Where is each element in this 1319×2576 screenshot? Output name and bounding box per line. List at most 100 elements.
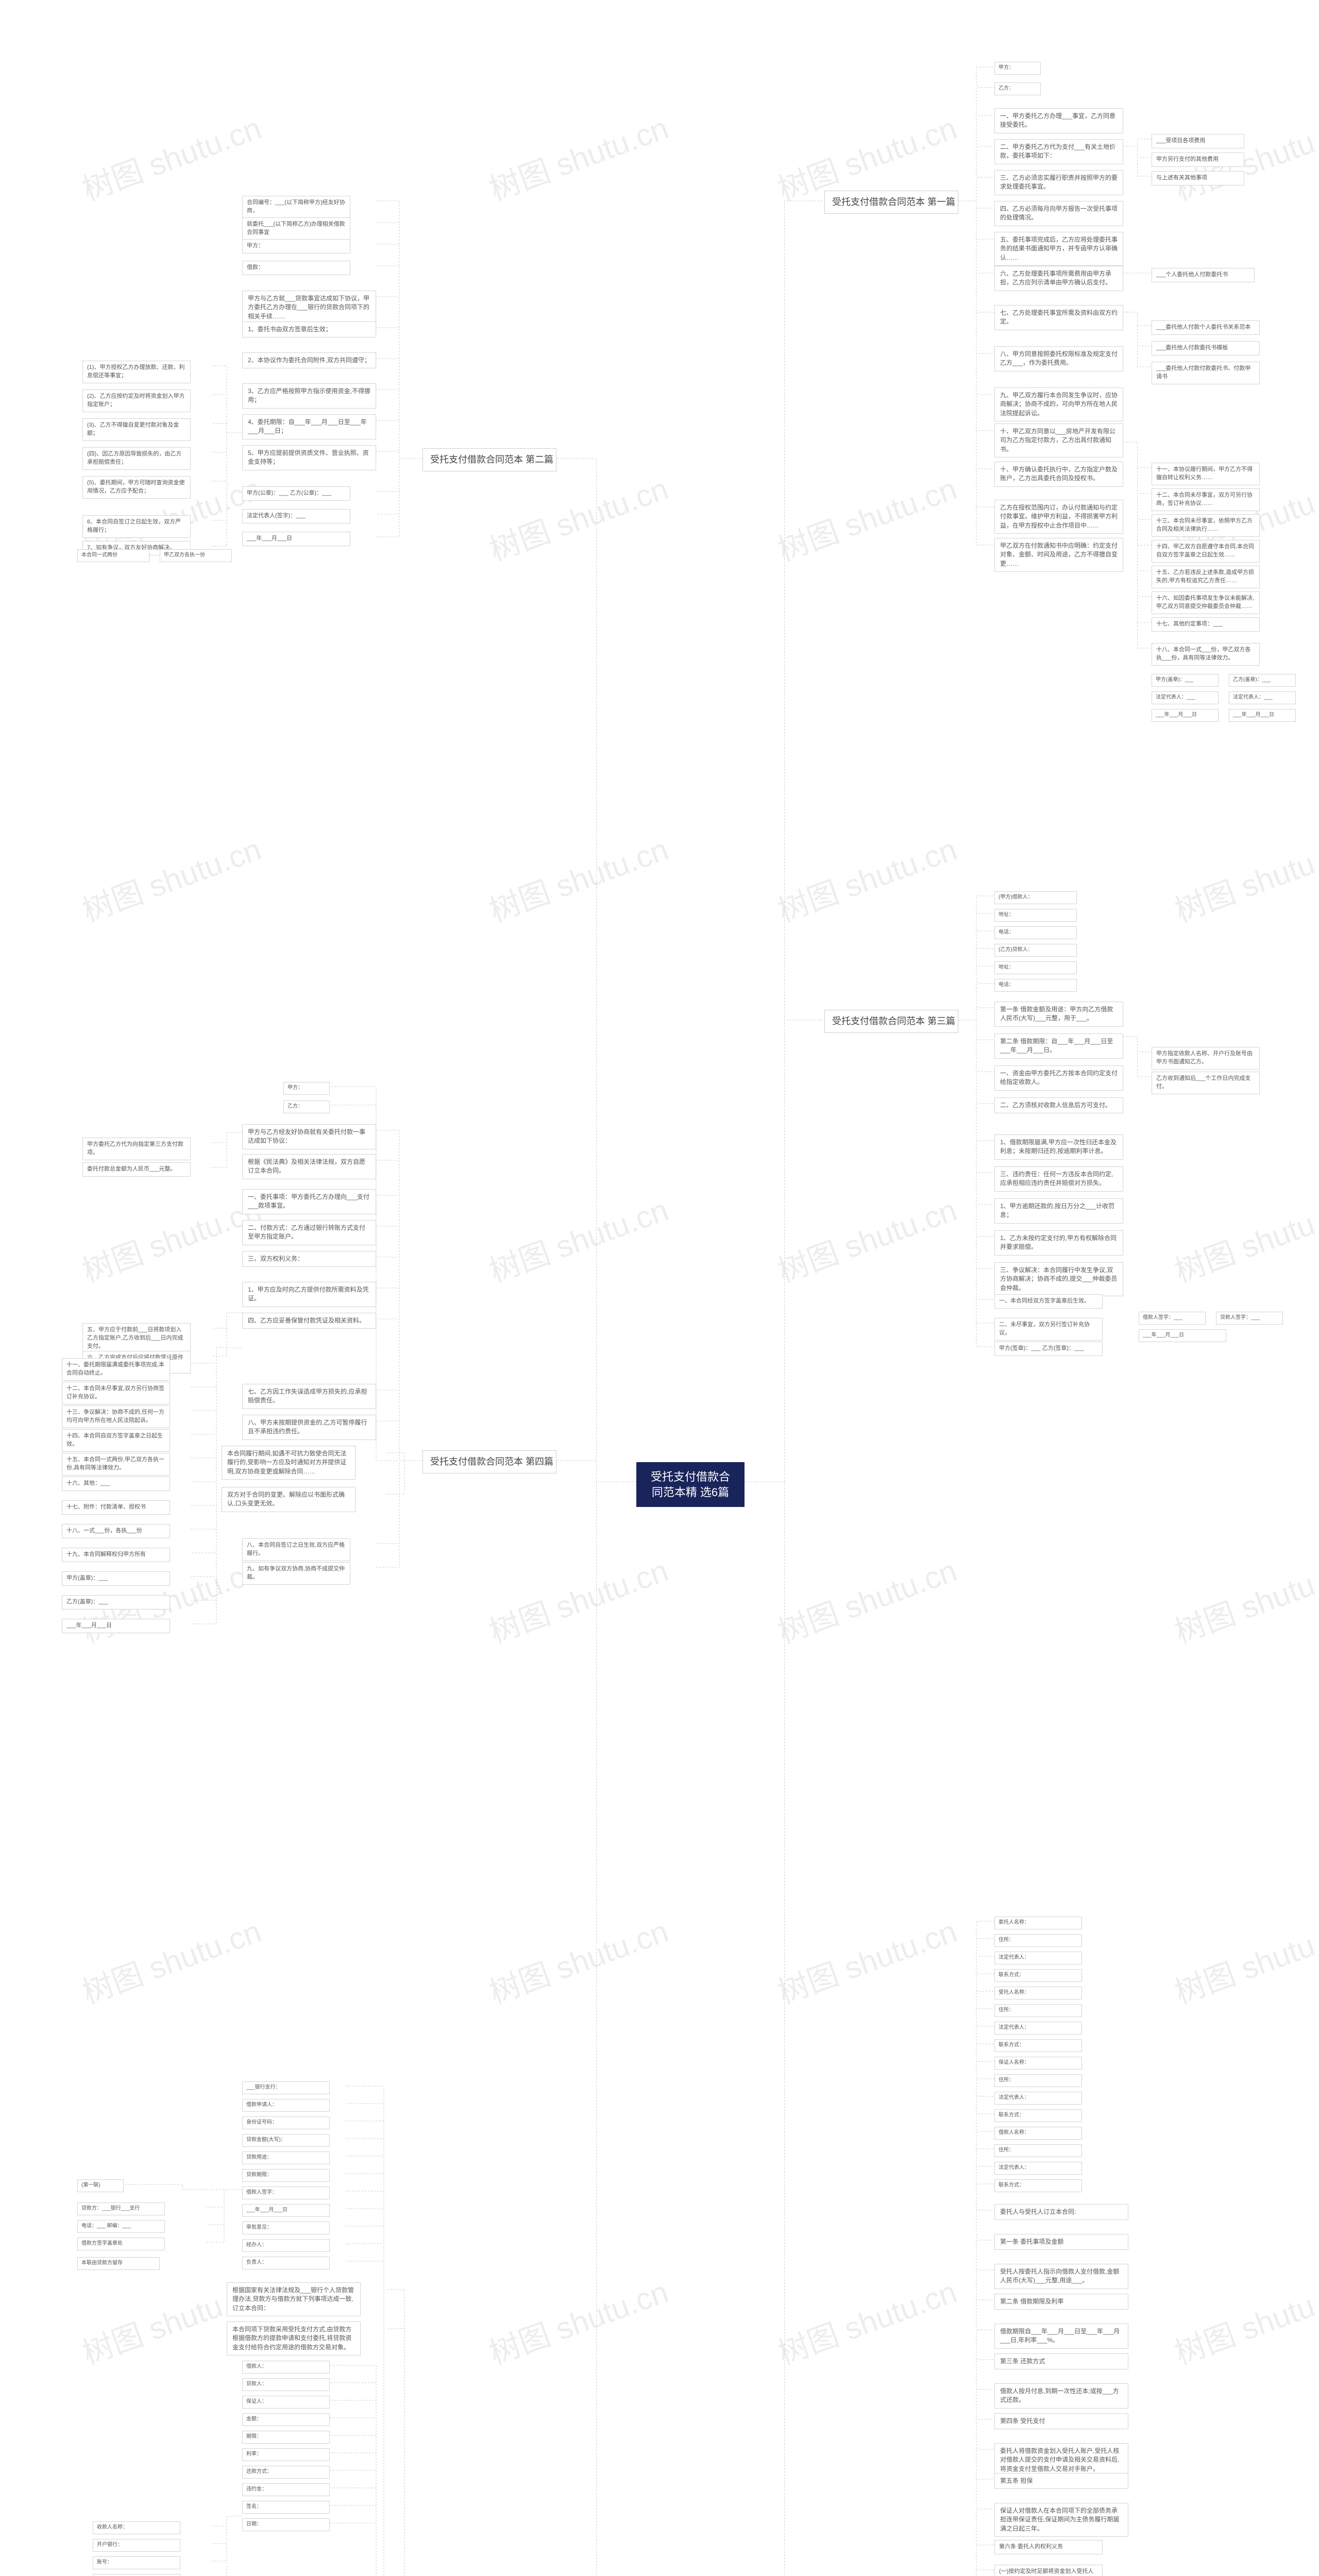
b3-head: 电话： xyxy=(994,926,1077,939)
branch-b2: 受托支付借款合同范本 第二篇 xyxy=(422,448,556,471)
b4-tail: 十六、其他：___ xyxy=(62,1477,170,1491)
b3-tail: 一、本合同经双方签字盖章后生效。 xyxy=(994,1294,1103,1309)
branch-b4: 受托支付借款合同范本 第四篇 xyxy=(422,1450,556,1473)
b4-tail: 乙方(盖章)：___ xyxy=(62,1595,170,1609)
b6-a: 身份证号码： xyxy=(242,2116,330,2129)
b1-tail: 十七、其他约定事项：___ xyxy=(1152,617,1260,632)
b2-tail: ___年___月___日 xyxy=(242,532,350,546)
b5-s1: 委托人将借款资金划入受托人账户,受托人核对借款人提交的支付申请及相关交易资料后,… xyxy=(994,2443,1128,2477)
b3-item2: 三、争议解决：本合同履行中发生争议,双方协商解决；协商不成的,提交___仲裁委员… xyxy=(994,1262,1123,1296)
b5-s1: 第三条 还款方式 xyxy=(994,2353,1128,2369)
b2-head: 甲方： xyxy=(242,239,350,253)
b4-presub: 委托付款总金额为人民币___元整。 xyxy=(82,1162,191,1177)
b5-s2: 第六条 委托人的权利义务 xyxy=(994,2540,1103,2554)
b3-head: 电话： xyxy=(994,979,1077,992)
b1-g1-sub: 甲方另行支付的其他费用 xyxy=(1152,152,1244,167)
b1-g3-sub: ___委托他人付款个人委托书关系范本 xyxy=(1152,320,1260,335)
watermark: 树图 shutu.cn xyxy=(1168,1906,1319,2012)
b1-g3: 七、乙方处理委托事宜所需及资料由双方约定。 xyxy=(994,305,1123,330)
b2-head: 借款： xyxy=(242,261,350,275)
b1-sign: 甲方(盖章)：___ xyxy=(1152,674,1219,687)
b5-s1: 委托人与受托人订立本合同: xyxy=(994,2204,1128,2220)
b4-tail: 十四、本合同自双方签字盖章之日起生效。 xyxy=(62,1429,170,1452)
b4-head: 甲方： xyxy=(283,1082,330,1095)
b4-foot: 八、本合同自签订之日生效,双方应严格履行。 xyxy=(242,1538,350,1561)
b6-tagA-sub: 借款方签字盖章处 xyxy=(77,2238,165,2250)
b2-foot: 甲乙双方各执一份 xyxy=(160,549,232,562)
b4-tail: ___年___月___日 xyxy=(62,1619,170,1633)
b1-tail: 十五、乙方若违反上述条款,造成甲方损失的,甲方有权追究乙方责任…… xyxy=(1152,566,1260,588)
b2-sub: (1)、甲方授权乙方办理放款、还款、利息偿还等事宜； xyxy=(82,361,191,383)
b5-head: 委托人名称： xyxy=(994,1917,1082,1929)
b5-head: 法定代表人： xyxy=(994,2162,1082,2175)
b4-item: 二、付款方式：乙方通过银行转账方式支付至甲方指定账户。 xyxy=(242,1220,376,1245)
b1-head: 乙方： xyxy=(994,82,1041,95)
b4-item: 1、甲方应及时向乙方提供付款所需资料及凭证。 xyxy=(242,1282,376,1307)
b3-item: 二、乙方须核对收款人信息后方可支付。 xyxy=(994,1097,1123,1113)
b6-a: 贷款用途： xyxy=(242,2151,330,2164)
b2-item: 3、乙方应严格按照甲方指示使用资金,不得挪用； xyxy=(242,383,376,409)
b6-a: 借款申请人： xyxy=(242,2099,330,2112)
b2-item: 甲方与乙方就___贷款事宜达成如下协议，甲方委托乙方办理在___银行的贷款合同项… xyxy=(242,291,376,325)
watermark: 树图 shutu.cn xyxy=(482,824,673,930)
b4-tail: 十五、本合同一式两份,甲乙双方各执一份,具有同等法律效力。 xyxy=(62,1453,170,1476)
b5-s1: 受托人按委托人指示向借款人支付借款,金额人民币(大写)___元整,用途___。 xyxy=(994,2264,1128,2289)
b3-head: 地址： xyxy=(994,961,1077,974)
watermark: 树图 shutu.cn xyxy=(771,464,962,570)
b6-b: 金额： xyxy=(242,2413,330,2426)
b3-item2: 1、甲方逾期还款的,按日万分之___计收罚息； xyxy=(994,1198,1123,1224)
b5-head: 法定代表人： xyxy=(994,1952,1082,1964)
root-node: 受托支付借款合同范本精 选6篇 xyxy=(636,1462,745,1507)
b6-a: 贷款期限： xyxy=(242,2169,330,2182)
b2-head: 就委托___(以下简称乙方)办理相关借款合同事宜 xyxy=(242,217,350,240)
b1-tail: 十四、甲乙双方自愿遵守本合同,本合同自双方签字盖章之日起生效…… xyxy=(1152,540,1260,563)
b6-c: 账号： xyxy=(93,2556,180,2569)
b1-tail: 十八、本合同一式___份，甲乙双方各执___份，具有同等法律效力。 xyxy=(1152,643,1260,666)
b2-sub2: 6、本合同自签订之日起生效，双方严格履行； xyxy=(82,515,191,538)
watermark: 树图 shutu.cn xyxy=(75,1185,266,1291)
b6-c: 支付金额： xyxy=(93,2574,180,2576)
b1-g5: 乙方在授权范围内订，办认付款通知与约定付款事宜。维护甲方利益，不得损害甲方利益，… xyxy=(994,500,1123,534)
b6-tagA-sub: 贷款方：___银行___支行 xyxy=(77,2202,165,2215)
b1-sign: 乙方(盖章)：___ xyxy=(1229,674,1296,687)
b4-pre: 甲方与乙方经友好协商就有关委托付款一事达成如下协议： xyxy=(242,1124,376,1149)
b1-g5: 十、甲方确认委托执行中，乙方指定户数及账户，乙方出具委托合同及授权书。 xyxy=(994,462,1123,487)
b3-head: (乙方)贷款人： xyxy=(994,944,1077,957)
b6-b: 违约金： xyxy=(242,2483,330,2496)
b1-g1: 三、乙方必须忠实履行职责并按照甲方的要求处理委托事宜。 xyxy=(994,170,1123,195)
mindmap-canvas: 树图 shutu.cn 树图 shutu.cn 树图 shutu.cn 树图 shut… xyxy=(0,0,1319,2576)
b5-head: 联系方式： xyxy=(994,2109,1082,2122)
b4-presub: 甲方委托乙方代为向指定第三方支付款项。 xyxy=(82,1138,191,1160)
b1-g5: 十、甲乙双方同意以___房地产开发有限公司为乙方指定付款方，乙方出具付款通知书。 xyxy=(994,423,1123,457)
b1-g3-sub: ___委托他人付款付款委托书、付款申请书 xyxy=(1152,362,1260,384)
b6-b: 借款人： xyxy=(242,2361,330,2374)
b4-pre: 根据《民法典》及相关法律法规，双方自愿订立本合同。 xyxy=(242,1154,376,1179)
b2-sub: (5)、委托期间，甲方可随时查询资金使用情况，乙方应予配合； xyxy=(82,476,191,499)
b5-s1: 借款人按月付息,到期一次性还本;或按___方式还款。 xyxy=(994,2383,1128,2409)
b1-sign: ___年___月___日 xyxy=(1229,709,1296,722)
b5-s1: 第四条 受托支付 xyxy=(994,2413,1128,2429)
b6-a: ___年___月___日 xyxy=(242,2204,330,2217)
b6-b: 签名： xyxy=(242,2501,330,2514)
b6-b: 还款方式： xyxy=(242,2466,330,2479)
b3-tail: 二、未尽事宜，双方另行签订补充协议。 xyxy=(994,1318,1103,1341)
watermark: 树图 shutu.cn xyxy=(75,824,266,930)
b1-g3-sub: ___委托他人付款委托书模板 xyxy=(1152,341,1260,355)
b6-b: 日期： xyxy=(242,2518,330,2531)
branch-b3: 受托支付借款合同范本 第三篇 xyxy=(824,1010,958,1033)
b3-head: 地址： xyxy=(994,909,1077,922)
watermark: 树图 shutu.cn xyxy=(1168,2267,1319,2373)
watermark: 树图 shutu.cn xyxy=(482,103,673,209)
b1-g5: 甲乙双方在付款通知书中应明确：约定支付对象、金额、时间及用途，乙方不得擅自变更…… xyxy=(994,538,1123,572)
b4-foot: 九、如有争议双方协商,协商不成提交仲裁。 xyxy=(242,1562,350,1585)
b2-tail: 法定代表人(签字)：___ xyxy=(242,509,350,523)
b6-labelA: 本联由贷款方留存 xyxy=(77,2257,160,2270)
b6-a: 审批意见： xyxy=(242,2222,330,2234)
b1-g4: 九、甲乙双方履行本合同发生争议时，应协商解决；协商不成的，可向甲方所在地人民法院… xyxy=(994,387,1123,421)
b5-head: 住所： xyxy=(994,1934,1082,1947)
b4-long: 本合同履行期间,如遇不可抗力致使合同无法履行的,受影响一方应及时通知对方并提供证… xyxy=(222,1446,356,1480)
b2-tail: 甲方(公章)：___ 乙方(公章)：___ xyxy=(242,486,350,501)
b2-item: 5、甲方应提前提供资质文件、营业执照、资金支持等； xyxy=(242,445,376,470)
branch-b1: 受托支付借款合同范本 第一篇 xyxy=(824,191,958,214)
b3-item: 第一条 借款金额及用途：甲方向乙方借款人民币(大写)___元整，用于___。 xyxy=(994,1002,1123,1027)
